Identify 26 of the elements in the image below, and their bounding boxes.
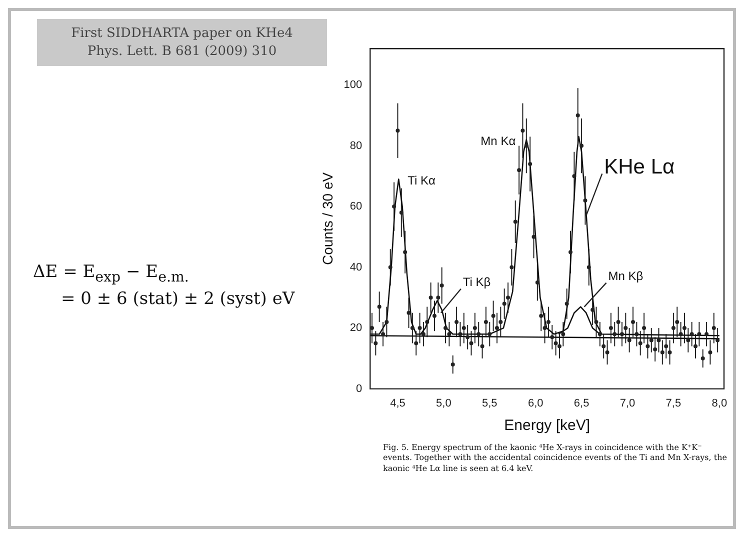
annotation: Ti Kβ [462, 275, 491, 290]
annotation: Mn Kα [480, 134, 516, 148]
annotation: Mn Kβ [608, 269, 644, 284]
x-tick-label: 6,5 [574, 397, 590, 410]
annotation: Ti Kα [408, 174, 436, 188]
caption: Fig. 5. Energy spectrum of the kaonic ⁴He X-rays in coincidence with the K⁺K⁻ events. Together with the accidental coincidence events of the Ti and Mn X-rays, the kaonic ⁴He Lα line is seen at 6.4 keV. [383, 443, 728, 474]
text: ΔE = E$_{exp}$ − E$_{e.m.}$ [33, 261, 190, 288]
text: = 0 ± 6 (stat) ± 2 (syst) eV [60, 288, 295, 312]
y-tick-label: 0 [356, 382, 362, 395]
x-tick-label: 5,5 [482, 397, 498, 410]
annotation: KHe Lα [604, 155, 675, 178]
y-tick-label: 100 [344, 79, 362, 92]
x-tick-label: 7,5 [666, 397, 682, 410]
x-tick-label: 8,0 [712, 397, 728, 410]
text: First SIDDHARTA paper on KHe4 [70, 25, 294, 43]
y-tick-label: 20 [350, 322, 362, 334]
y-tick-label: 60 [350, 200, 362, 213]
x-tick-label: 5,0 [436, 397, 452, 410]
y-tick-label: 40 [350, 261, 362, 274]
x-axis-title: Energy [keV] [504, 417, 590, 434]
text: Phys. Lett. B 681 (2009) 310 [86, 42, 278, 60]
y-axis-title: Counts / 30 eV [319, 172, 336, 266]
y-tick-label: 80 [350, 140, 362, 152]
x-tick-label: 6,0 [528, 397, 544, 410]
x-tick-label: 7,0 [620, 397, 636, 410]
x-tick-label: 4,5 [390, 397, 406, 410]
